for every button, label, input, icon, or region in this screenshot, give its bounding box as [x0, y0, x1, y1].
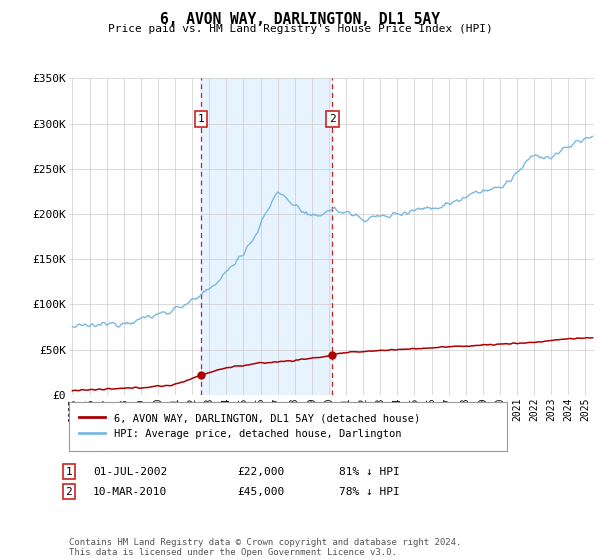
Text: 78% ↓ HPI: 78% ↓ HPI: [339, 487, 400, 497]
Bar: [200, 78, 332, 395]
Text: 2: 2: [65, 487, 73, 497]
Text: 1: 1: [65, 466, 73, 477]
Text: 81% ↓ HPI: 81% ↓ HPI: [339, 466, 400, 477]
Text: 10-MAR-2010: 10-MAR-2010: [93, 487, 167, 497]
Text: 1: 1: [197, 114, 204, 124]
Text: £22,000: £22,000: [237, 466, 284, 477]
Text: 2: 2: [329, 114, 336, 124]
Text: Price paid vs. HM Land Registry's House Price Index (HPI): Price paid vs. HM Land Registry's House …: [107, 24, 493, 34]
Text: Contains HM Land Registry data © Crown copyright and database right 2024.
This d: Contains HM Land Registry data © Crown c…: [69, 538, 461, 557]
Legend: 6, AVON WAY, DARLINGTON, DL1 5AY (detached house), HPI: Average price, detached : 6, AVON WAY, DARLINGTON, DL1 5AY (detach…: [75, 409, 424, 443]
Text: 01-JUL-2002: 01-JUL-2002: [93, 466, 167, 477]
Text: £45,000: £45,000: [237, 487, 284, 497]
Text: 6, AVON WAY, DARLINGTON, DL1 5AY: 6, AVON WAY, DARLINGTON, DL1 5AY: [160, 12, 440, 27]
